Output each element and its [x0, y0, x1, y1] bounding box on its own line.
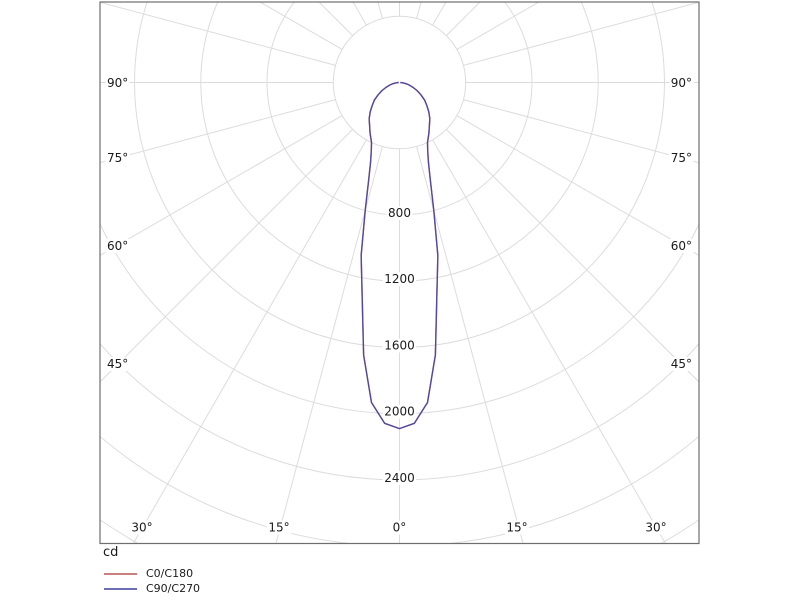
angle-label-bottom: 30°: [645, 521, 666, 535]
label-background: [382, 338, 417, 353]
angle-label-bottom: 30°: [131, 521, 152, 535]
label-background: [669, 76, 694, 90]
angle-grid-line: [463, 99, 699, 164]
unit-label: cd: [103, 545, 119, 560]
label-background: [266, 520, 292, 535]
angle-grid-line: [100, 128, 354, 383]
angle-grid-line: [445, 128, 699, 383]
angle-grid-line: [318, 2, 354, 37]
angle-label-left: 75°: [107, 151, 128, 165]
angle-grid-line: [432, 2, 447, 26]
angle-grid-line: [100, 2, 336, 66]
angle-grid-line: [416, 146, 524, 544]
angle-grid-line: [275, 146, 383, 544]
radial-tick-label: 1200: [384, 272, 415, 286]
label-background: [382, 404, 417, 419]
angle-label-bottom: 0°: [393, 521, 407, 535]
axis-labels: 90° 75° 60° 45° 90° 75° 60° 45° 30° 15° 0° 15° 30° 80…: [105, 76, 694, 535]
angle-label-left: 60°: [107, 239, 128, 253]
angle-grid-line: [352, 2, 367, 26]
label-background: [105, 357, 130, 371]
radial-tick-label: 1600: [384, 338, 415, 352]
label-background: [669, 151, 694, 165]
label-background: [382, 272, 417, 287]
label-background: [105, 76, 130, 90]
label-background: [105, 151, 130, 165]
angle-grid-line: [463, 2, 699, 66]
angle-label-right: 60°: [671, 239, 692, 253]
radial-grid-circle: [332, 15, 467, 150]
label-background: [382, 470, 417, 485]
label-background: [129, 520, 155, 535]
label-background: [504, 520, 530, 535]
angle-grid-line: [432, 139, 667, 544]
legend-item-c90-c270: C90/C270: [104, 581, 200, 596]
angle-grid-line: [456, 115, 699, 256]
angle-grid-line: [100, 99, 336, 164]
angle-label-right: 75°: [671, 151, 692, 165]
angle-label-bottom: 15°: [506, 521, 527, 535]
legend-item-c0-c180: C0/C180: [104, 566, 200, 581]
intensity-curve-c90-c270: [360, 81, 439, 430]
radial-tick-label: 2000: [384, 405, 415, 419]
angle-grid-line: [100, 115, 343, 256]
label-background: [669, 239, 694, 253]
radial-tick-label: 800: [388, 206, 411, 220]
angle-label-right: 90°: [671, 76, 692, 90]
plot-border: [99, 1, 700, 545]
label-background: [643, 520, 669, 535]
legend-line-blue-icon: [104, 587, 137, 590]
radial-tick-label: 2400: [384, 471, 415, 485]
angle-label-left: 45°: [107, 357, 128, 371]
label-background: [386, 205, 413, 220]
legend-label-c0-c180: C0/C180: [146, 567, 194, 580]
angle-label-left: 90°: [107, 76, 128, 90]
label-background: [105, 239, 130, 253]
label-background: [669, 357, 694, 371]
angle-grid-line: [445, 2, 481, 37]
legend: C0/C180 C90/C270: [104, 566, 200, 596]
legend-line-red-icon: [104, 572, 137, 575]
legend-label-c90-c270: C90/C270: [146, 582, 201, 595]
angle-label-right: 45°: [671, 357, 692, 371]
angle-grid-line: [132, 139, 367, 544]
intensity-curves: [360, 81, 439, 430]
label-background: [391, 520, 408, 535]
angle-label-bottom: 15°: [268, 521, 289, 535]
